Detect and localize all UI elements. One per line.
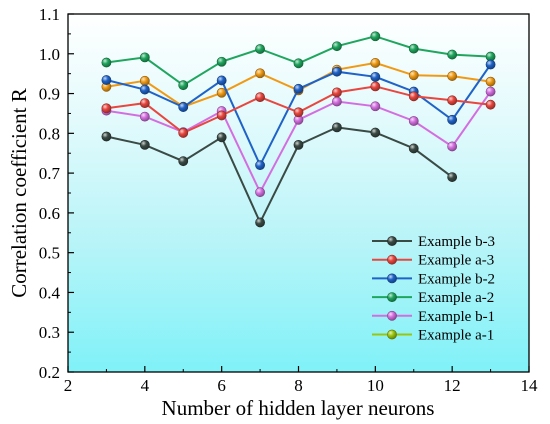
x-axis-title: Number of hidden layer neurons: [162, 396, 435, 420]
data-point-example-b-1: [139, 111, 150, 122]
y-tick-label: 1.0: [39, 45, 60, 64]
y-tick-label: 0.8: [39, 124, 60, 143]
data-point-example-b-2: [370, 71, 381, 82]
data-point-example-b-3: [216, 132, 227, 143]
y-tick-label: 0.3: [39, 323, 60, 342]
y-tick-label: 1.1: [39, 5, 60, 24]
x-tick-label: 8: [294, 376, 303, 395]
y-tick-label: 0.2: [39, 363, 60, 382]
series-line-example-b-3: [106, 126, 453, 225]
legend-marker: [387, 273, 397, 284]
y-tick-label: 0.4: [39, 283, 61, 302]
data-point-example-b-3: [293, 139, 304, 150]
data-point-example-b-3: [332, 122, 342, 133]
data-point-example-a-1: [139, 75, 150, 86]
data-point-example-b-3: [255, 217, 265, 228]
data-point-example-a-2: [255, 44, 265, 54]
data-point-example-b-2: [332, 66, 342, 77]
data-point-example-b-1: [408, 116, 419, 126]
legend-label: Example b-3: [418, 234, 495, 250]
data-point-example-a-1: [255, 68, 265, 79]
data-point-example-a-3: [370, 81, 381, 92]
data-point-example-b-2: [178, 102, 189, 112]
data-point-example-b-2: [216, 75, 227, 86]
legend-label: Example b-2: [418, 271, 495, 287]
legend-label: Example b-1: [418, 309, 495, 325]
data-point-example-a-1: [370, 58, 381, 68]
series-layer: [101, 31, 496, 228]
data-point-example-b-2: [293, 83, 304, 94]
legend-marker: [387, 292, 397, 302]
legend-marker: [387, 310, 397, 321]
data-point-example-a-2: [408, 43, 419, 54]
data-point-example-b-3: [408, 143, 419, 154]
y-tick-label: 0.7: [39, 164, 61, 183]
legend-entry-example-a-3: Example a-3: [372, 253, 494, 269]
legend-entry-example-a-2: Example a-2: [372, 290, 494, 306]
data-point-example-a-3: [101, 103, 112, 114]
data-point-example-b-3: [101, 131, 112, 142]
data-point-example-a-1: [447, 71, 458, 81]
data-point-example-b-3: [447, 172, 458, 182]
data-point-example-b-2: [101, 75, 112, 85]
legend-marker: [387, 329, 397, 340]
data-point-example-a-3: [216, 110, 227, 121]
data-point-example-a-2: [216, 56, 227, 67]
x-tick-label: 12: [444, 376, 461, 395]
legend-entry-example-a-1: Example a-1: [372, 328, 494, 344]
data-point-example-b-2: [447, 114, 458, 125]
data-point-example-a-3: [332, 87, 342, 98]
data-point-example-b-2: [485, 59, 496, 70]
legend-label: Example a-1: [418, 328, 494, 344]
axes-layer: 2 4 6 8 10 12 14 0.2 0.3 0.4 0.5 0.6 0.7 0.8 0.9 1.0 1.1: [39, 5, 538, 395]
y-tick-label: 0.6: [39, 204, 60, 223]
legend-label: Example a-2: [418, 290, 494, 306]
data-point-example-a-3: [255, 92, 265, 103]
data-point-example-b-3: [139, 139, 150, 150]
x-tick-label: 10: [367, 376, 384, 395]
data-point-example-b-2: [255, 160, 265, 171]
legend: Example b-3 Example a-3 Example b-2 Example…: [372, 234, 495, 344]
data-point-example-a-3: [447, 95, 458, 106]
x-tick-label: 4: [141, 376, 150, 395]
data-point-example-b-1: [332, 96, 342, 107]
data-point-example-a-2: [139, 52, 150, 63]
data-point-example-a-2: [332, 41, 342, 52]
x-tick-label: 14: [521, 376, 539, 395]
data-point-example-a-1: [485, 76, 496, 87]
legend-label: Example a-3: [418, 253, 494, 269]
data-point-example-a-2: [447, 49, 458, 60]
data-point-example-a-2: [370, 31, 381, 42]
data-point-example-b-3: [178, 156, 189, 167]
legend-marker: [387, 236, 397, 246]
legend-marker: [387, 254, 397, 265]
data-point-example-b-1: [255, 187, 265, 198]
data-point-example-b-1: [447, 141, 458, 152]
data-point-example-b-1: [370, 101, 381, 112]
y-tick-label: 0.5: [39, 244, 60, 263]
y-axis-title: Correlation coefficient R: [7, 88, 31, 298]
data-point-example-a-3: [293, 107, 304, 118]
x-tick-label: 6: [217, 376, 226, 395]
data-point-example-a-1: [408, 70, 419, 81]
data-point-example-b-3: [370, 127, 381, 138]
legend-entry-example-b-3: Example b-3: [372, 234, 495, 250]
data-point-example-b-2: [139, 84, 150, 95]
data-point-example-a-2: [178, 80, 189, 91]
data-point-example-b-1: [485, 86, 496, 97]
x-tick-label: 2: [64, 376, 73, 395]
data-point-example-a-2: [101, 57, 112, 68]
legend-entry-example-b-1: Example b-1: [372, 309, 495, 325]
data-point-example-a-3: [408, 91, 419, 102]
y-tick-label: 0.9: [39, 85, 60, 104]
data-point-example-a-3: [485, 99, 496, 110]
data-point-example-a-3: [178, 128, 189, 138]
data-point-example-a-2: [293, 58, 304, 69]
data-point-example-a-3: [139, 98, 150, 109]
legend-entry-example-b-2: Example b-2: [372, 271, 495, 287]
